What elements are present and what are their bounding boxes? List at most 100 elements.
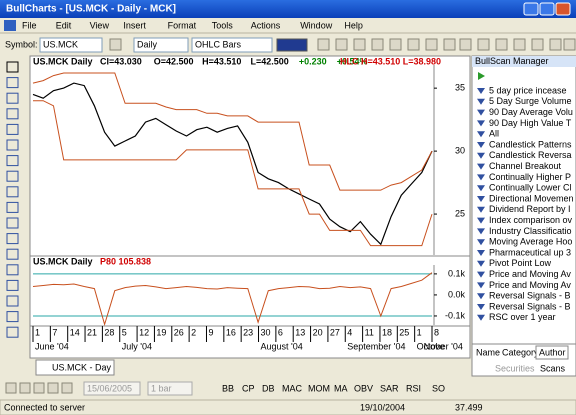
day-label: 2 — [191, 327, 196, 337]
toolbar-button[interactable] — [47, 382, 59, 394]
scan-item[interactable]: 5 day price incease — [489, 85, 567, 95]
menu-item[interactable]: Help — [344, 20, 363, 30]
indicator-button[interactable]: SAR — [380, 383, 399, 393]
menu-item[interactable]: Actions — [251, 20, 281, 30]
toolbar-button[interactable] — [61, 382, 73, 394]
toolbar-button[interactable] — [443, 38, 456, 51]
scan-item[interactable]: Continually Lower Cl — [489, 183, 572, 193]
indicator-button[interactable]: RSI — [406, 383, 421, 393]
toolbar-button[interactable] — [459, 38, 472, 51]
date-value: 15/06/2005 — [87, 383, 132, 393]
tool-button[interactable] — [6, 295, 19, 307]
tool-button[interactable] — [6, 326, 19, 338]
scan-item[interactable]: Price and Moving Av — [489, 269, 571, 279]
indicator-button[interactable]: MA — [334, 383, 348, 393]
menu-item[interactable]: Tools — [212, 20, 234, 30]
tool-button[interactable] — [6, 155, 19, 167]
scan-item[interactable]: Price and Moving Av — [489, 280, 571, 290]
menu-item[interactable]: Window — [300, 20, 333, 30]
toolbar-button[interactable] — [19, 382, 31, 394]
indicator-button[interactable]: BB — [222, 383, 234, 393]
scan-tab[interactable]: Author — [539, 347, 566, 357]
run-scan-button[interactable] — [478, 72, 485, 80]
toolbar-button[interactable] — [513, 38, 526, 51]
toolbar-button[interactable] — [33, 382, 45, 394]
tool-button[interactable] — [6, 233, 19, 245]
tool-button[interactable] — [6, 123, 19, 135]
tool-button[interactable] — [6, 170, 19, 182]
menu-item[interactable]: File — [22, 20, 37, 30]
toolbar-button[interactable] — [389, 38, 402, 51]
indicator-button[interactable]: MAC — [282, 383, 303, 393]
day-label: 1 — [35, 327, 40, 337]
maximize-button[interactable] — [539, 2, 555, 16]
tool-button[interactable] — [6, 217, 19, 229]
tool-button[interactable] — [6, 186, 19, 198]
chart-tab[interactable] — [35, 359, 115, 376]
scan-item[interactable]: Directional Movemen — [489, 193, 574, 203]
scan-item[interactable]: Pharmaceutical up 3 — [489, 247, 571, 257]
panel-tab[interactable]: Securities — [495, 363, 535, 373]
tool-button[interactable] — [6, 279, 19, 291]
toolbar-button[interactable] — [495, 38, 508, 51]
scan-item[interactable]: 90 Day Average Volu — [489, 107, 573, 117]
scan-tab[interactable]: Name — [476, 347, 500, 357]
tool-button[interactable] — [6, 139, 19, 151]
indicator-button[interactable]: DB — [262, 383, 275, 393]
period-combo[interactable] — [133, 37, 189, 53]
tool-button[interactable] — [6, 264, 19, 276]
minimize-button[interactable] — [523, 2, 539, 16]
scan-item[interactable]: Reversal Signals - B — [489, 301, 571, 311]
scan-item[interactable]: RSC over 1 year — [489, 312, 556, 322]
tool-button[interactable] — [6, 92, 19, 104]
menu-item[interactable]: Edit — [56, 20, 72, 30]
scan-item[interactable]: 5 Day Surge Volume — [489, 96, 572, 106]
tool-button[interactable] — [6, 248, 19, 260]
scan-item[interactable]: Dividend Report by I — [489, 204, 571, 214]
month-label: June '04 — [35, 341, 69, 351]
scan-item[interactable]: 90 Day High Value T — [489, 118, 572, 128]
menu-item[interactable]: Insert — [123, 20, 146, 30]
scan-tab[interactable]: Category — [502, 347, 539, 357]
tool-button[interactable] — [6, 311, 19, 323]
toolbar-button[interactable] — [563, 38, 576, 51]
toolbar-button[interactable] — [109, 38, 122, 51]
toolbar-button[interactable] — [353, 38, 366, 51]
toolbar-button[interactable] — [549, 38, 562, 51]
indicator-button[interactable]: OBV — [354, 383, 373, 393]
scan-item[interactable]: Continually Higher P — [489, 172, 571, 182]
toolbar-button[interactable] — [407, 38, 420, 51]
tool-button[interactable] — [6, 201, 19, 213]
menu-item[interactable]: Format — [168, 20, 197, 30]
tool-button[interactable] — [6, 108, 19, 120]
symbol-combo[interactable] — [39, 37, 103, 53]
style-combo[interactable] — [191, 37, 273, 53]
toolbar-button[interactable] — [425, 38, 438, 51]
toolbar-button[interactable] — [477, 38, 490, 51]
scan-item[interactable]: Candlestick Patterns — [489, 139, 572, 149]
scan-item[interactable]: Channel Breakout — [489, 161, 562, 171]
scan-item[interactable]: Reversal Signals - B — [489, 291, 571, 301]
close-button[interactable] — [555, 2, 571, 16]
bars-combo[interactable] — [147, 381, 193, 396]
date-combo[interactable] — [83, 381, 141, 396]
scan-item[interactable]: Index comparison ov — [489, 215, 573, 225]
indicator-button[interactable]: CP — [242, 383, 255, 393]
indicator-button[interactable]: SO — [432, 383, 445, 393]
tool-button[interactable] — [6, 61, 19, 73]
scan-item[interactable]: All — [489, 129, 499, 139]
menu-item[interactable]: View — [90, 20, 110, 30]
color-picker[interactable] — [276, 38, 308, 52]
scan-item[interactable]: Candlestick Reversa — [489, 150, 572, 160]
indicator-button[interactable]: MOM — [308, 383, 330, 393]
scan-item[interactable]: Moving Average Hoo — [489, 237, 572, 247]
toolbar-button[interactable] — [317, 38, 330, 51]
toolbar-button[interactable] — [531, 38, 544, 51]
toolbar-button[interactable] — [371, 38, 384, 51]
toolbar-button[interactable] — [5, 382, 17, 394]
toolbar-button[interactable] — [335, 38, 348, 51]
scan-item[interactable]: Pivot Point Low — [489, 258, 552, 268]
scan-item[interactable]: Industry Classificatio — [489, 226, 572, 236]
tool-button[interactable] — [6, 77, 19, 89]
panel-tab[interactable]: Scans — [540, 363, 566, 373]
